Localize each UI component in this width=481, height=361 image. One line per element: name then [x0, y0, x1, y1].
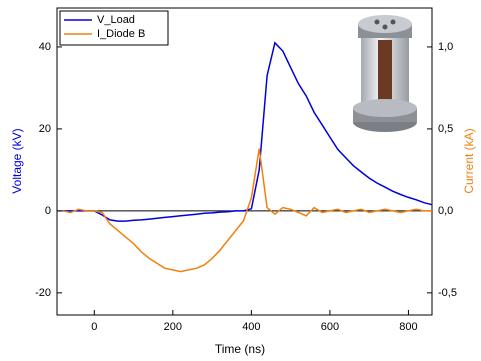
x-tick-label: 600	[321, 321, 339, 333]
y2-tick-label: -0,5	[438, 287, 457, 299]
y-tick-label: 0	[45, 205, 51, 217]
legend-label: I_Diode B	[97, 28, 145, 40]
chart: Time (ns) Voltage (kV) Current (kA) 0200…	[0, 0, 481, 361]
y-tick-label: 40	[39, 41, 51, 53]
inset-image	[353, 15, 417, 132]
x-axis-label: Time (ns)	[215, 342, 265, 356]
y2-tick-label: 0,5	[438, 123, 453, 135]
y-axis-label: Voltage (kV)	[10, 128, 24, 193]
y-tick-label: -20	[35, 287, 51, 299]
series-line	[63, 149, 432, 272]
x-tick-label: 0	[91, 321, 97, 333]
y2-tick-label: 1,0	[438, 41, 453, 53]
x-tick-label: 200	[164, 321, 182, 333]
x-tick-label: 800	[399, 321, 417, 333]
x-tick-label: 400	[242, 321, 260, 333]
y-tick-label: 20	[39, 123, 51, 135]
y2-axis-label: Current (kA)	[462, 128, 476, 193]
legend-label: V_Load	[97, 14, 135, 26]
y2-tick-label: 0,0	[438, 205, 453, 217]
legend: V_Load I_Diode B	[60, 11, 168, 45]
